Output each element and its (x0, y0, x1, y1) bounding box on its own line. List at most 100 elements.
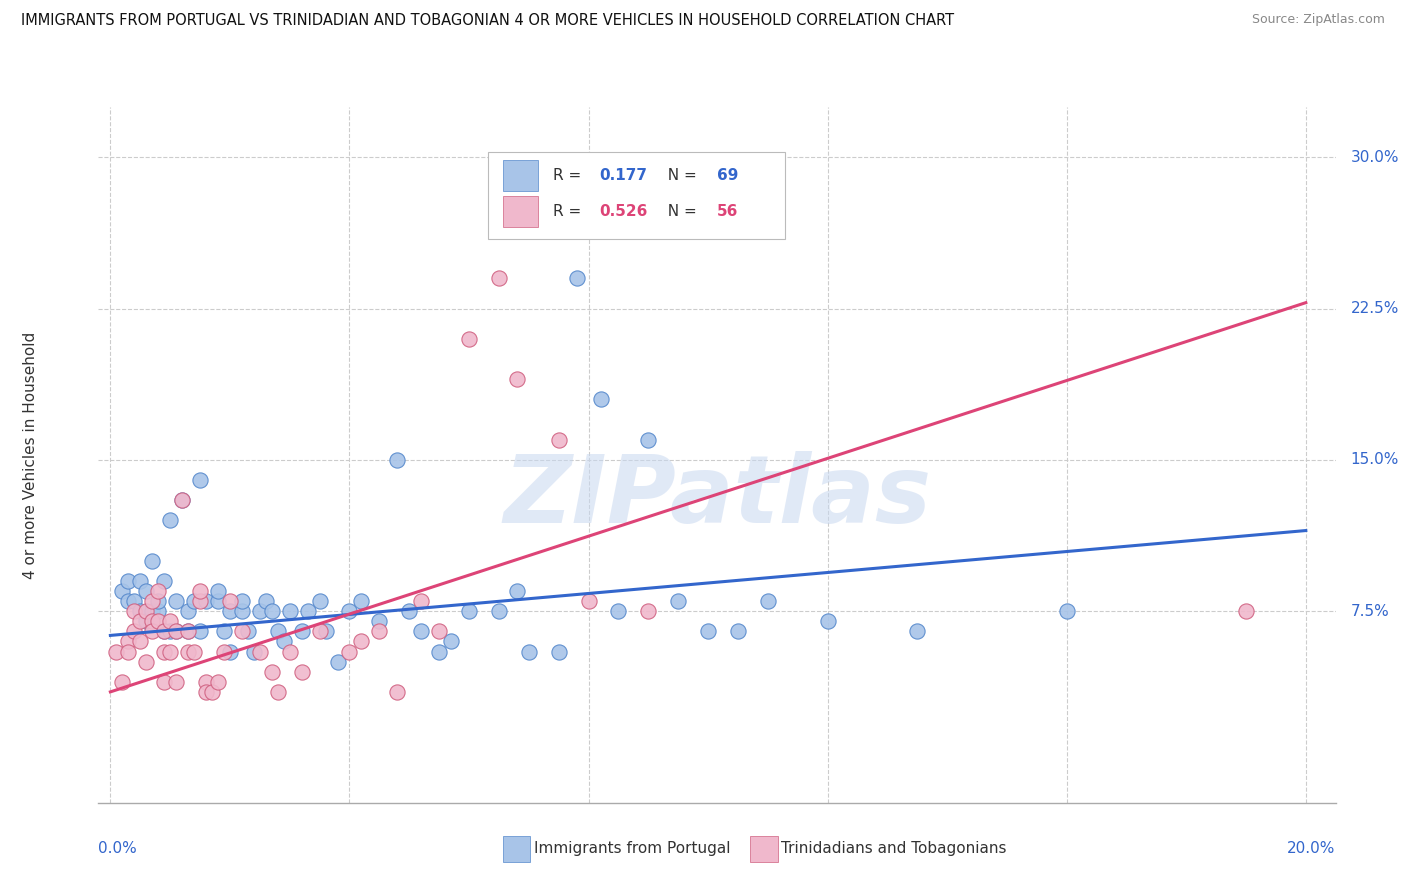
Point (188, 594, 211, 608)
Point (458, 332, 481, 346)
Point (135, 584, 157, 599)
Point (141, 624, 163, 639)
Point (129, 574, 152, 588)
Point (159, 615, 181, 629)
Point (159, 624, 181, 639)
Point (297, 604, 319, 618)
Point (291, 665, 314, 679)
Point (506, 372, 529, 386)
Point (427, 644, 450, 658)
Text: IMMIGRANTS FROM PORTUGAL VS TRINIDADIAN AND TOBAGONIAN 4 OR MORE VEHICLES IN HOU: IMMIGRANTS FROM PORTUGAL VS TRINIDADIAN … (21, 13, 955, 29)
Point (135, 655, 157, 669)
Point (172, 493, 194, 508)
Point (165, 624, 187, 639)
Point (207, 584, 229, 599)
Point (117, 574, 139, 588)
Text: Immigrants from Portugal: Immigrants from Portugal (534, 840, 731, 855)
Point (188, 624, 211, 639)
Text: N =: N = (658, 204, 702, 219)
Point (517, 644, 540, 658)
Point (387, 685, 409, 699)
Point (273, 634, 295, 648)
Point (260, 665, 283, 679)
Point (207, 674, 229, 689)
Point (219, 594, 242, 608)
Point (188, 584, 211, 599)
Point (183, 594, 205, 608)
Point (219, 604, 242, 618)
Text: Source: ZipAtlas.com: Source: ZipAtlas.com (1251, 13, 1385, 27)
Point (212, 644, 235, 658)
Point (458, 604, 481, 618)
Point (159, 513, 181, 527)
Point (129, 604, 152, 618)
Point (177, 644, 200, 658)
Point (124, 604, 146, 618)
Text: 56: 56 (717, 204, 738, 219)
Point (124, 594, 146, 608)
Point (231, 624, 253, 639)
Text: 15.0%: 15.0% (1351, 452, 1399, 467)
Point (565, 271, 588, 285)
Point (315, 624, 337, 639)
Point (267, 624, 290, 639)
Point (308, 624, 330, 639)
Point (172, 493, 194, 508)
Point (249, 644, 271, 658)
Point (278, 644, 301, 658)
Point (243, 644, 266, 658)
Text: 0.0%: 0.0% (98, 841, 138, 856)
Point (267, 685, 290, 699)
Point (387, 453, 409, 467)
Point (141, 554, 163, 568)
Point (350, 634, 373, 648)
Point (177, 624, 200, 639)
Point (339, 644, 361, 658)
Point (697, 624, 720, 639)
Point (547, 433, 569, 447)
Point (278, 604, 301, 618)
Point (350, 594, 373, 608)
Point (607, 604, 630, 618)
Text: Trinidadians and Tobagonians: Trinidadians and Tobagonians (782, 840, 1007, 855)
Text: 20.0%: 20.0% (1288, 841, 1336, 856)
Point (260, 604, 283, 618)
Point (165, 624, 187, 639)
Text: 0.177: 0.177 (599, 168, 648, 183)
Point (326, 655, 349, 669)
Point (177, 624, 200, 639)
Point (1234, 604, 1257, 618)
Point (188, 473, 211, 487)
Point (201, 685, 224, 699)
Point (124, 624, 146, 639)
Text: 30.0%: 30.0% (1351, 150, 1399, 165)
Text: R =: R = (553, 204, 586, 219)
Point (427, 624, 450, 639)
Point (153, 624, 176, 639)
Point (148, 604, 170, 618)
Point (517, 180, 540, 194)
Point (368, 615, 391, 629)
Point (339, 604, 361, 618)
Point (308, 594, 330, 608)
Point (547, 644, 569, 658)
Point (159, 644, 181, 658)
Point (756, 594, 779, 608)
Point (249, 604, 271, 618)
Point (148, 594, 170, 608)
Text: ZIPatlas: ZIPatlas (503, 450, 931, 542)
Point (141, 604, 163, 618)
Point (254, 594, 277, 608)
Point (440, 634, 463, 648)
Point (177, 604, 200, 618)
FancyBboxPatch shape (488, 153, 785, 239)
Point (411, 624, 433, 639)
Point (153, 574, 176, 588)
Point (488, 180, 510, 194)
Point (291, 624, 314, 639)
Point (111, 674, 134, 689)
Bar (503, 195, 537, 227)
Point (727, 624, 749, 639)
Point (141, 615, 163, 629)
Point (589, 392, 612, 407)
